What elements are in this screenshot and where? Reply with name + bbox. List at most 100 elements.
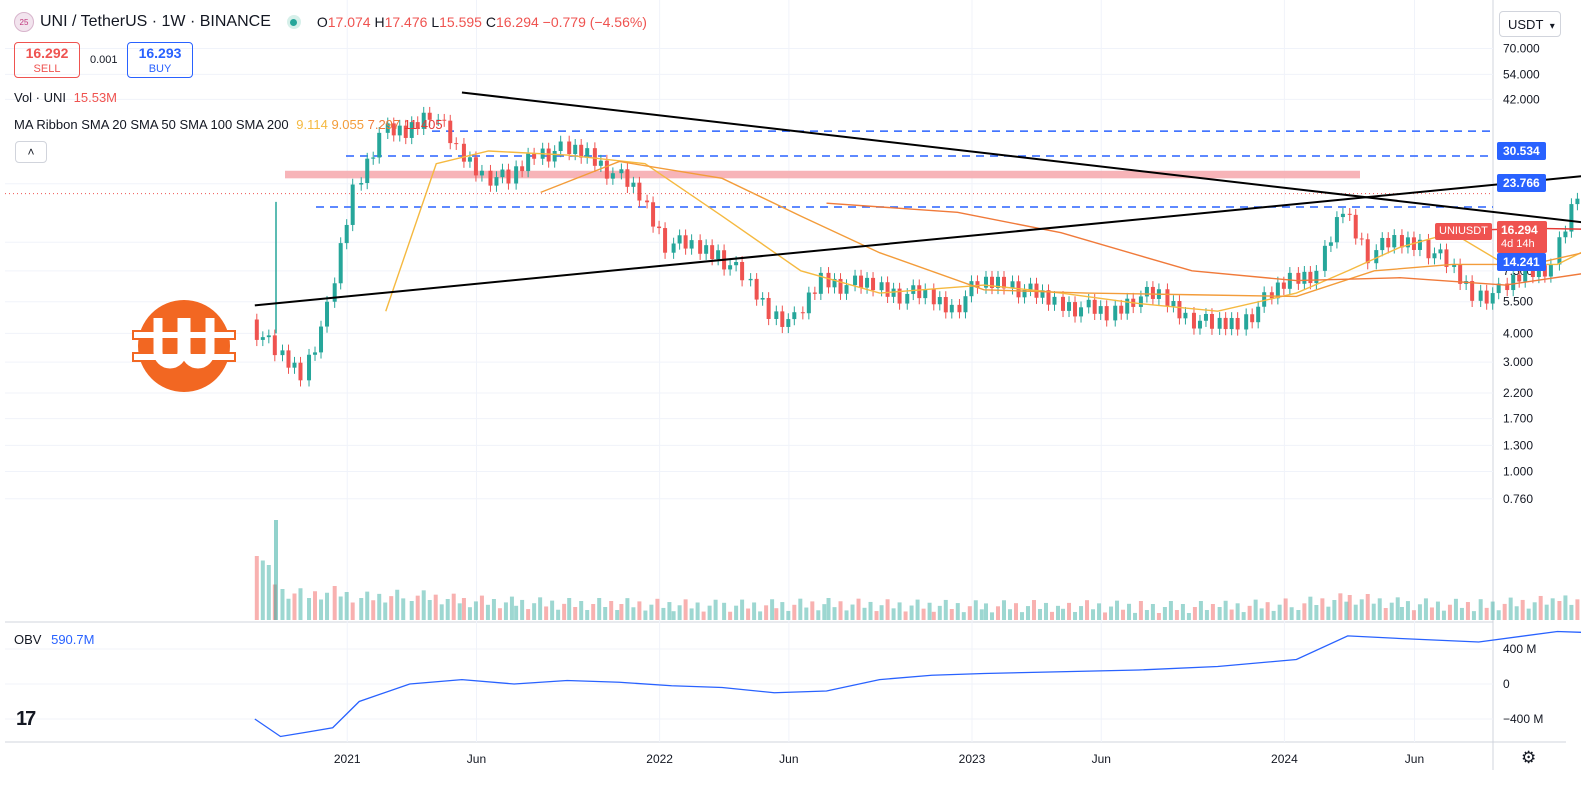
chevron-up-icon: ˄ xyxy=(27,145,35,159)
candle-body xyxy=(598,160,603,166)
level-tag-30534: 30.534 xyxy=(1497,142,1546,160)
volume-bar xyxy=(780,602,785,620)
uni-coin-icon: 25 xyxy=(14,12,34,32)
volume-bar xyxy=(955,603,960,620)
candle-body xyxy=(332,283,337,302)
candle-body xyxy=(526,153,531,172)
candle-body xyxy=(740,261,745,281)
volume-bar xyxy=(1025,606,1030,620)
volume-bar xyxy=(1441,610,1446,620)
volume-bar xyxy=(1399,607,1404,620)
volume-bar xyxy=(389,596,394,620)
candle-body xyxy=(585,148,590,158)
candle-body xyxy=(298,362,303,381)
candle-body xyxy=(1353,214,1358,239)
volume-bar xyxy=(1289,607,1294,620)
candle-body xyxy=(748,278,753,281)
volume-bar xyxy=(461,598,466,620)
volume-bar xyxy=(562,603,567,620)
volume-legend[interactable]: Vol · UNI 15.53M xyxy=(14,90,117,105)
volume-bar xyxy=(1186,613,1191,620)
volume-bar xyxy=(722,602,727,620)
candle-body xyxy=(532,153,537,159)
volume-bar xyxy=(433,594,438,620)
candle-body xyxy=(461,143,466,162)
candle-body xyxy=(1113,305,1118,321)
volume-bar xyxy=(1389,602,1394,620)
candle-body xyxy=(957,304,962,313)
obv-label: OBV xyxy=(14,632,42,647)
volume-bar xyxy=(1156,613,1161,620)
candle-body xyxy=(1144,286,1149,297)
candle-body xyxy=(448,120,453,144)
volume-bar xyxy=(573,607,578,620)
candle-body xyxy=(319,326,324,353)
candle-body xyxy=(325,301,330,327)
candle-body xyxy=(1563,231,1568,238)
obv-legend[interactable]: OBV 590.7M xyxy=(14,632,94,647)
candle-body xyxy=(943,297,948,313)
candle-body xyxy=(573,144,578,155)
volume-bar xyxy=(838,601,843,620)
volume-bar xyxy=(927,602,932,620)
candle-body xyxy=(371,157,376,159)
volume-bar xyxy=(567,598,572,620)
symbol-legend[interactable]: 25 UNI / TetherUS · 1W · BINANCE O17.074… xyxy=(14,12,647,32)
volume-bar xyxy=(395,589,400,620)
volume-bar xyxy=(1079,606,1084,620)
low-value: 15.595 xyxy=(439,14,482,30)
candle-body xyxy=(734,261,739,266)
candle-body xyxy=(983,276,988,288)
volume-bar xyxy=(1320,598,1325,620)
candle-body xyxy=(467,157,472,162)
volume-bar xyxy=(1575,599,1580,620)
candle-body xyxy=(292,362,297,368)
candle-body xyxy=(859,275,864,288)
volume-bar xyxy=(556,609,561,620)
ma-ribbon-legend[interactable]: MA Ribbon SMA 20 SMA 50 SMA 100 SMA 200 … xyxy=(14,117,443,132)
candle-body xyxy=(1086,299,1091,308)
candle-body xyxy=(514,166,519,184)
candle-body xyxy=(1183,312,1188,319)
candle-body xyxy=(1177,301,1182,319)
candle-body xyxy=(1302,271,1307,284)
collapse-legend-button[interactable]: ˄ xyxy=(15,141,47,163)
candle-body xyxy=(774,311,779,319)
volume-bar xyxy=(415,595,420,620)
candle-body xyxy=(1061,296,1066,311)
currency-selector[interactable]: USDT ▾ xyxy=(1499,11,1561,37)
settings-gear-icon[interactable]: ⚙ xyxy=(1521,748,1537,767)
candle-body xyxy=(604,160,609,179)
volume-bar xyxy=(1109,606,1114,620)
volume-bar xyxy=(1007,609,1012,620)
sell-button[interactable]: 16.292 SELL xyxy=(14,42,80,78)
candle-body xyxy=(442,119,447,121)
time-label: 2022 xyxy=(646,752,673,766)
tradingview-logo[interactable]: 17 xyxy=(16,708,36,730)
volume-bar xyxy=(897,602,902,620)
volume-bar xyxy=(758,611,763,620)
candle-body xyxy=(344,224,349,244)
volume-bar xyxy=(591,604,596,620)
candle-body xyxy=(838,278,843,294)
volume-bar xyxy=(1217,607,1222,620)
volume-bar xyxy=(1484,607,1489,620)
volume-bar xyxy=(921,608,926,620)
candle-body xyxy=(479,170,484,176)
symbol-title[interactable]: UNI / TetherUS · 1W · BINANCE xyxy=(40,13,271,30)
volume-bar xyxy=(1332,600,1337,620)
candle-body xyxy=(1386,237,1391,248)
buy-button[interactable]: 16.293 BUY xyxy=(127,42,193,78)
candle-body xyxy=(631,182,636,187)
candle-body xyxy=(879,282,884,291)
volume-bar xyxy=(1283,598,1288,620)
volume-bar xyxy=(973,600,978,620)
volume-bar xyxy=(260,560,265,620)
last-price-tag: 16.294 4d 14h xyxy=(1497,221,1547,253)
volume-bar xyxy=(862,607,867,620)
volume-bar xyxy=(943,599,948,620)
candle-body xyxy=(1523,265,1528,282)
candle-body xyxy=(421,112,426,129)
volume-bar xyxy=(1465,602,1470,620)
